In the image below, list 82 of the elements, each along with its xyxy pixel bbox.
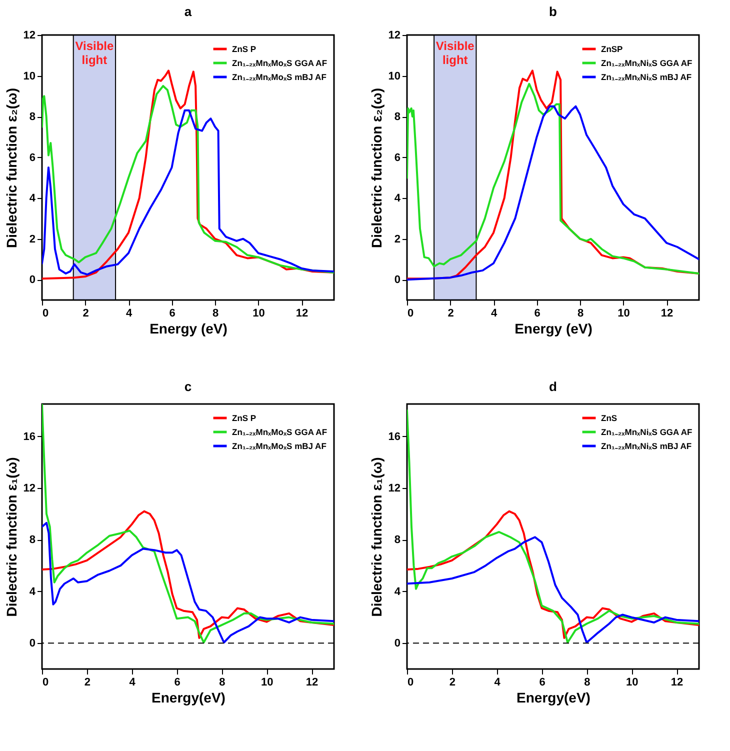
x-tick-label: 6 xyxy=(169,308,176,320)
y-tick-label: 2 xyxy=(394,233,400,246)
y-tick-label: 8 xyxy=(394,534,400,546)
y-tick-label: 4 xyxy=(394,586,402,598)
x-tick-label: 4 xyxy=(129,676,136,688)
y-tick-label: 4 xyxy=(29,192,36,205)
y-tick-label: 16 xyxy=(388,430,400,443)
y-tick-label: 12 xyxy=(388,30,400,42)
legend-label: Zn₁₋₂ₓMnₓMoₓS GGA AF xyxy=(232,58,328,68)
x-tick-label: 12 xyxy=(306,676,318,688)
y-tick-label: 16 xyxy=(23,430,36,443)
x-tick-label: 0 xyxy=(408,308,414,320)
x-tick-label: 10 xyxy=(252,308,265,320)
x-tick-label: 12 xyxy=(670,676,684,688)
x-tick-label: 2 xyxy=(84,676,90,688)
x-tick-label: 4 xyxy=(494,676,502,688)
y-tick-label: 8 xyxy=(394,111,400,124)
y-tick-label: 0 xyxy=(29,274,36,286)
y-tick-label: 8 xyxy=(29,534,36,546)
y-tick-label: 10 xyxy=(23,70,36,82)
x-tick-label: 2 xyxy=(449,676,456,688)
y-tick-label: 12 xyxy=(23,30,36,42)
x-tick-label: 8 xyxy=(577,308,584,320)
legend-label: Zn₁₋₂ₓMnₓNiₓS mBJ AF xyxy=(601,72,692,82)
legend-label: Zn₁₋₂ₓMnₓMoₓS GGA AF xyxy=(232,427,328,437)
x-axis-title: Energy (eV) xyxy=(514,320,592,336)
x-tick-label: 12 xyxy=(660,308,674,320)
x-tick-label: 8 xyxy=(212,308,219,320)
y-tick-label: 6 xyxy=(394,152,400,164)
y-tick-label: 6 xyxy=(29,152,36,164)
y-tick-label: 12 xyxy=(23,482,36,495)
x-tick-label: 10 xyxy=(626,676,638,688)
y-tick-label: 8 xyxy=(29,111,36,124)
band-label: Visible light xyxy=(75,39,114,67)
y-tick-label: 0 xyxy=(394,274,400,286)
x-tick-label: 12 xyxy=(296,308,308,320)
y-tick-label: 0 xyxy=(29,638,36,650)
x-tick-label: 2 xyxy=(82,308,89,320)
x-tick-label: 10 xyxy=(618,308,630,320)
chart-title: b xyxy=(549,4,558,19)
line-series xyxy=(407,409,699,644)
x-tick-label: 0 xyxy=(42,676,49,688)
y-axis-title: Dielectric function ε₁(ω) xyxy=(368,457,384,617)
x-tick-label: 0 xyxy=(42,308,49,320)
legend-label: ZnS P xyxy=(232,44,256,54)
y-tick-label: 4 xyxy=(29,586,36,598)
x-axis-title: Energy(eV) xyxy=(152,690,226,706)
legend-label: Zn₁₋₂ₓMnₓMoₓS mBJ AF xyxy=(232,441,326,451)
legend-label: ZnSP xyxy=(601,44,624,54)
y-tick-label: 0 xyxy=(394,638,400,650)
y-tick-label: 2 xyxy=(29,233,36,246)
x-tick-label: 0 xyxy=(408,676,414,688)
x-tick-label: 6 xyxy=(534,308,540,320)
y-tick-label: 10 xyxy=(388,70,400,82)
x-tick-label: 4 xyxy=(490,308,498,320)
x-tick-label: 6 xyxy=(539,676,546,688)
line-series xyxy=(407,510,699,639)
legend-label: Zn₁₋₂ₓMnₓNiₓS GGA AF xyxy=(601,427,692,437)
chart-title: d xyxy=(549,379,558,394)
x-tick-label: 2 xyxy=(448,308,454,320)
chart-title: c xyxy=(184,379,192,394)
legend-label: Zn₁₋₂ₓMnₓMoₓS mBJ AF xyxy=(232,72,326,82)
x-axis-title: Energy (eV) xyxy=(150,320,228,336)
x-tick-label: 8 xyxy=(584,676,590,688)
x-axis-title: Energy(eV) xyxy=(516,690,590,706)
legend-label: ZnS xyxy=(601,413,618,423)
y-tick-label: 12 xyxy=(388,482,400,495)
x-tick-label: 8 xyxy=(219,676,226,688)
legend-label: Zn₁₋₂ₓMnₓNiₓS mBJ AF xyxy=(601,441,692,451)
y-axis-title: Dielectric function ε₂(ω) xyxy=(368,88,384,248)
legend-label: Zn₁₋₂ₓMnₓNiₓS GGA AF xyxy=(601,58,692,68)
chart-title: a xyxy=(184,4,192,19)
x-tick-label: 10 xyxy=(260,676,274,688)
y-axis-title: Dielectric function ε₁(ω) xyxy=(3,457,20,617)
line-series xyxy=(407,536,699,644)
line-series xyxy=(42,404,334,644)
legend-label: ZnS P xyxy=(232,413,256,423)
y-axis-title: Dielectric function ε₂(ω) xyxy=(3,88,20,248)
x-tick-label: 4 xyxy=(126,308,133,320)
y-tick-label: 4 xyxy=(394,192,402,205)
x-tick-label: 6 xyxy=(174,676,180,688)
band-label: Visible light xyxy=(436,39,475,67)
